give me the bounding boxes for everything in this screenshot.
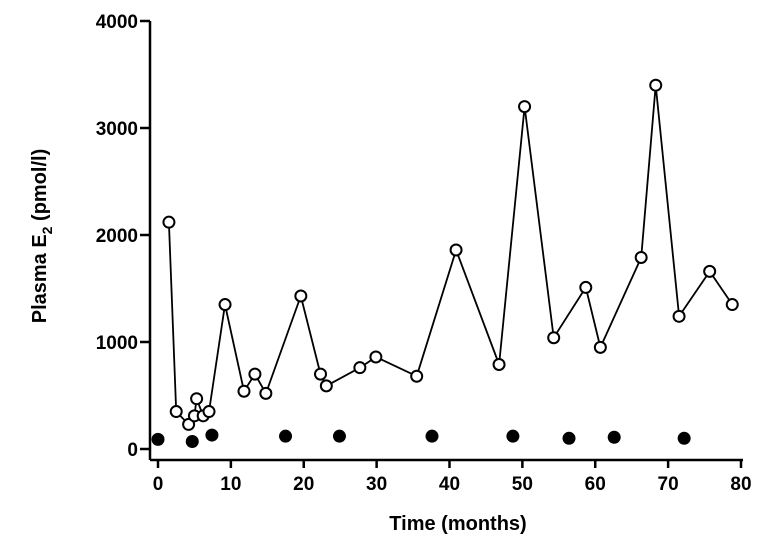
y-axis-title: Plasma E2 (pmol/l)	[29, 149, 55, 324]
open-data-point	[579, 280, 593, 294]
filled-data-point	[607, 430, 621, 444]
filled-data-point	[279, 429, 293, 443]
x-tick-label: 50	[512, 474, 533, 495]
open-data-point	[162, 215, 176, 229]
open-series-line	[168, 84, 734, 426]
open-data-point	[593, 340, 607, 354]
open-data-point	[492, 357, 506, 371]
y-axis-title-unit: (pmol/l)	[29, 149, 51, 227]
x-tick-label: 60	[585, 474, 606, 495]
open-data-point	[703, 264, 717, 278]
open-data-point	[182, 417, 196, 431]
filled-data-point	[677, 431, 691, 445]
open-data-point	[518, 100, 532, 114]
y-tick-label: 0	[127, 440, 138, 461]
open-data-point	[672, 309, 686, 323]
open-data-point	[259, 386, 273, 400]
x-tick-label: 30	[366, 474, 387, 495]
x-tick-label: 0	[153, 474, 164, 495]
open-data-point	[218, 298, 232, 312]
ticks: 0 10 20 30 40 50 60 70 80 0 1000 2000 3000 4000	[96, 12, 752, 495]
x-tick-label: 10	[220, 474, 241, 495]
open-data-point	[237, 384, 251, 398]
filled-data-point	[185, 435, 199, 449]
filled-data-point	[506, 429, 520, 443]
open-data-point	[319, 379, 333, 393]
y-tick-label: 1000	[96, 333, 138, 354]
filled-data-point	[205, 428, 219, 442]
open-data-point	[202, 405, 216, 419]
filled-data-point	[332, 429, 346, 443]
x-tick-label: 40	[439, 474, 460, 495]
y-axis-title-subscript: 2	[39, 226, 55, 234]
open-data-point	[547, 331, 561, 345]
open-data-point	[353, 361, 367, 375]
x-tick-label: 20	[293, 474, 314, 495]
y-tick-label: 4000	[96, 12, 138, 33]
open-data-point	[649, 78, 663, 92]
y-tick-label: 2000	[96, 226, 138, 247]
open-data-point	[725, 298, 739, 312]
open-data-point	[248, 367, 262, 381]
filled-data-point	[151, 432, 165, 446]
y-axis-title-main: Plasma E	[29, 234, 51, 323]
open-data-point	[410, 369, 424, 383]
x-tick-label: 80	[730, 474, 751, 495]
open-data-point	[294, 289, 308, 303]
open-data-point	[634, 250, 648, 264]
x-axis-title: Time (months)	[389, 513, 526, 535]
filled-data-point	[425, 429, 439, 443]
open-data-point	[449, 243, 463, 257]
open-data-point	[369, 350, 383, 364]
open-data-point	[190, 392, 204, 406]
series-filled-circles	[151, 428, 691, 449]
open-data-point	[169, 405, 183, 419]
series-open-circles	[162, 78, 739, 431]
filled-data-point	[562, 431, 576, 445]
x-tick-label: 70	[658, 474, 679, 495]
axes	[148, 21, 743, 462]
y-tick-label: 3000	[96, 119, 138, 140]
open-data-point	[314, 367, 328, 381]
